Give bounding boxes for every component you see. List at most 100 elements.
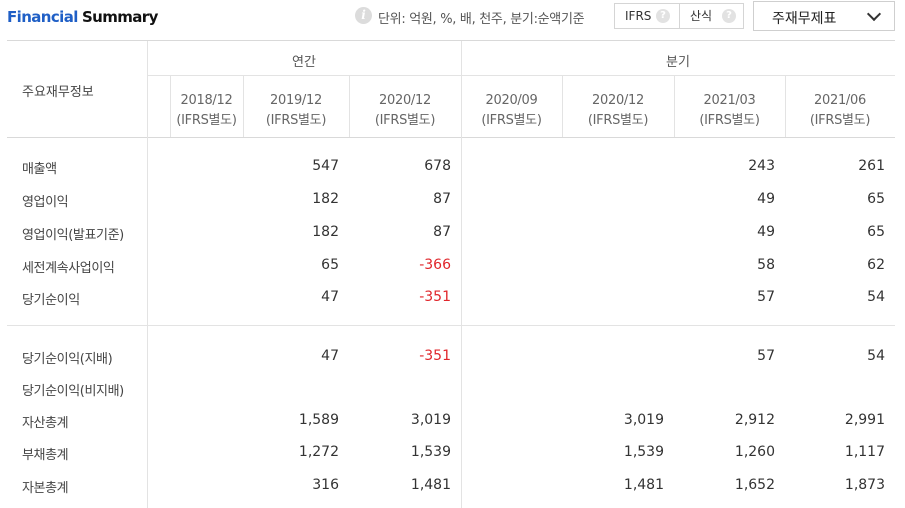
column-header: 2021/06 (IFRS별도) [785,91,895,131]
table-value: 57 [757,289,775,305]
divider [243,75,244,137]
table-value: 47 [321,289,339,305]
divider [674,75,675,137]
table-value: 1,481 [623,477,664,493]
formula-button[interactable]: 산식 ? [680,4,743,28]
group-quarterly: 분기 [666,55,690,70]
help-icon[interactable]: ? [722,9,736,23]
column-basis: (IFRS별도) [176,113,237,128]
table-value: 1,260 [734,444,775,460]
summary-header: Financial Summary i 단위: 억원, %, 배, 천주, 분기… [0,0,905,38]
divider [349,75,350,137]
corner-label: 주요재무정보 [22,85,94,100]
column-header: 2020/09 (IFRS별도) [461,91,562,131]
table-value: 62 [867,257,885,273]
row-label: 자본총계 [22,481,69,496]
row-label: 당기순이익(비지배) [22,384,124,399]
table-value: 65 [321,257,339,273]
table-value: 1,117 [844,444,885,460]
column-basis: (IFRS별도) [481,113,542,128]
divider [147,41,148,508]
table-value: 1,481 [410,477,451,493]
table-value: 47 [321,348,339,364]
table-value: 65 [867,191,885,207]
column-date: 2020/12 [592,93,644,108]
table-value: 49 [757,191,775,207]
table-header [7,41,895,138]
column-date: 2020/09 [485,93,538,108]
column-header: 2018/12 (IFRS별도) [170,91,243,131]
column-basis: (IFRS별도) [587,113,649,128]
column-basis: (IFRS별도) [699,113,760,128]
row-label: 세전계속사업이익 [22,261,115,276]
table-value: 182 [312,191,339,207]
column-header: 2021/03 (IFRS별도) [674,91,785,131]
title-summary: Summary [81,8,158,26]
table-value: 1,589 [298,412,339,428]
table-value: -351 [419,289,451,305]
column-date: 2021/03 [703,93,756,108]
table-value: 261 [858,158,885,174]
group-annual: 연간 [292,55,316,70]
table-value: 1,652 [734,477,775,493]
divider [170,75,171,137]
table-value: 65 [867,224,885,240]
row-label: 영업이익 [22,195,69,210]
title-financial: Financial [7,8,78,26]
table-value: 2,991 [844,412,885,428]
column-header: 2020/12 (IFRS별도) [562,91,674,131]
column-basis: (IFRS별도) [265,113,327,128]
table-value: 316 [312,477,339,493]
table-value: 678 [424,158,451,174]
table-value: 87 [433,224,451,240]
divider [461,41,462,508]
unit-note: 단위: 억원, %, 배, 천주, 분기:순액기준 [378,12,585,27]
row-label: 영업이익(발표기준) [22,228,124,243]
table-value: 1,873 [844,477,885,493]
table-value: 1,272 [298,444,339,460]
table-value: 57 [757,348,775,364]
statement-select[interactable]: 주재무제표 [753,1,895,31]
info-icon[interactable]: i [355,7,372,24]
chevron-down-icon [866,6,882,22]
table-value: -366 [419,257,451,273]
table-value: 54 [867,289,885,305]
section-title: Financial Summary [7,8,158,26]
table-value: 58 [757,257,775,273]
column-basis: (IFRS별도) [374,113,436,128]
formula-label: 산식 [690,9,713,23]
column-date: 2019/12 [270,93,322,108]
ifrs-button[interactable]: IFRS ? [615,4,680,28]
table-value: 54 [867,348,885,364]
divider [562,75,563,137]
table-value: 182 [312,224,339,240]
column-header: 2020/12 (IFRS별도) [349,91,461,131]
help-icon[interactable]: ? [656,9,670,23]
table-value: -351 [419,348,451,364]
statement-select-value: 주재무제표 [772,11,837,27]
row-label: 자산총계 [22,416,69,431]
column-basis: (IFRS별도) [809,113,871,128]
column-date: 2020/12 [379,93,431,108]
column-header: 2019/12 (IFRS별도) [243,91,349,131]
table-value: 547 [312,158,339,174]
ifrs-label: IFRS [625,9,652,23]
table-value: 3,019 [623,412,664,428]
table-value: 87 [433,191,451,207]
row-label: 당기순이익(지배) [22,352,113,367]
table-value: 3,019 [410,412,451,428]
column-date: 2021/06 [814,93,866,108]
table-value: 49 [757,224,775,240]
row-label: 매출액 [22,162,57,177]
table-value: 1,539 [410,444,451,460]
column-date: 2018/12 [180,93,233,108]
section-divider [7,325,895,326]
row-label: 당기순이익 [22,293,80,308]
table-value: 243 [748,158,775,174]
divider [147,75,895,76]
table-value: 2,912 [734,412,775,428]
financial-table: 주요재무정보 연간 분기 2018/12 (IFRS별도) 2019/12 (IFRS별도… [7,40,895,508]
table-value: 1,539 [623,444,664,460]
row-label: 부채총계 [22,448,69,463]
divider [785,75,786,137]
